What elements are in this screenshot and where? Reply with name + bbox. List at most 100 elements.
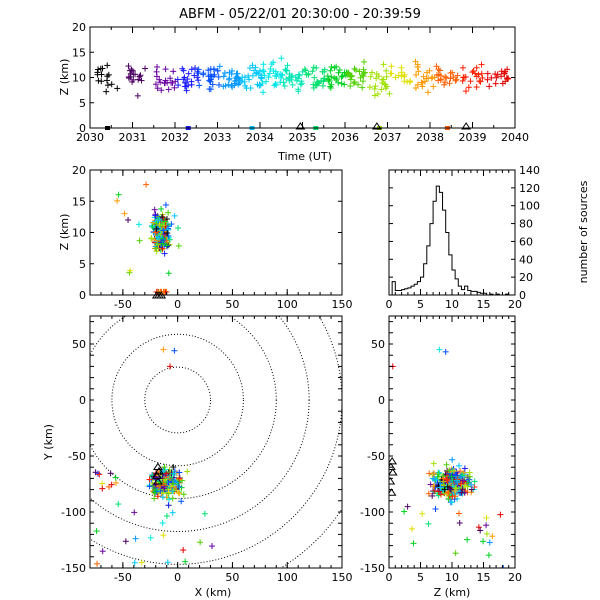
- source-mark: [155, 234, 162, 241]
- source-mark: [229, 83, 236, 90]
- source-mark: [383, 83, 390, 90]
- z-tick-label: 5: [417, 298, 424, 311]
- source-mark: [486, 83, 493, 90]
- y-tick-label: 50: [371, 338, 385, 351]
- count-tick-label: 60: [519, 235, 533, 248]
- source-mark: [454, 477, 461, 484]
- z-tick-label: 20: [508, 571, 522, 584]
- source-mark: [134, 92, 141, 99]
- source-mark: [205, 73, 212, 80]
- source-mark: [317, 77, 324, 84]
- source-mark: [347, 82, 354, 89]
- source-mark: [152, 486, 159, 493]
- outlier-mark: [436, 346, 443, 353]
- source-mark: [132, 535, 139, 542]
- x-tick-label: 50: [225, 298, 239, 311]
- source-mark: [335, 69, 342, 76]
- source-mark: [486, 539, 493, 546]
- source-mark: [336, 66, 343, 73]
- source-mark: [379, 76, 386, 83]
- source-mark: [142, 65, 149, 72]
- station-marker: [371, 122, 382, 130]
- source-mark: [161, 79, 168, 86]
- source-mark: [176, 490, 183, 497]
- station-marker: [152, 477, 163, 485]
- source-mark: [448, 486, 455, 493]
- source-mark: [493, 74, 500, 81]
- z-tick-label: 10: [72, 227, 86, 240]
- source-mark: [170, 68, 177, 75]
- source-mark: [259, 80, 266, 87]
- source-mark: [131, 509, 138, 516]
- z-tick-label: 10: [445, 571, 459, 584]
- source-mark: [319, 68, 326, 75]
- source-mark: [127, 73, 134, 80]
- source-mark: [121, 210, 128, 217]
- source-mark: [449, 456, 456, 463]
- source-mark: [335, 79, 342, 86]
- source-mark: [115, 501, 122, 508]
- source-mark: [95, 66, 102, 73]
- source-mark: [249, 62, 256, 69]
- source-mark: [99, 65, 106, 72]
- source-mark: [246, 76, 253, 83]
- source-mark: [468, 481, 475, 488]
- source-mark: [431, 487, 438, 494]
- source-mark: [383, 67, 390, 74]
- time-height-marks: [94, 55, 512, 130]
- source-mark: [185, 70, 192, 77]
- source-mark: [410, 540, 417, 547]
- source-mark: [146, 483, 153, 490]
- z-y-frame: [388, 315, 516, 569]
- source-mark: [479, 74, 486, 81]
- source-mark: [165, 502, 172, 509]
- source-mark: [448, 499, 455, 506]
- histogram-frame: [388, 169, 516, 296]
- source-mark: [170, 480, 177, 487]
- source-mark: [169, 509, 176, 516]
- count-tick-label: 0: [519, 289, 526, 302]
- source-mark: [178, 498, 185, 505]
- source-mark: [392, 74, 399, 81]
- source-mark: [96, 471, 103, 478]
- source-mark: [114, 85, 121, 92]
- source-mark: [261, 72, 268, 79]
- source-mark: [355, 81, 362, 88]
- source-mark: [459, 64, 466, 71]
- z-tick-label: 20: [72, 21, 86, 34]
- source-mark: [413, 71, 420, 78]
- station-marker: [152, 462, 163, 470]
- source-mark: [165, 86, 172, 93]
- source-mark: [160, 237, 167, 244]
- station-marker: [389, 468, 398, 476]
- source-mark: [437, 491, 444, 498]
- source-mark: [159, 213, 166, 220]
- x-tick-label: 50: [225, 571, 239, 584]
- source-mark: [171, 84, 178, 91]
- x-y-ticks: -50 0 50 100 150 -150 -100 -50 0 50: [61, 316, 353, 584]
- source-mark: [442, 73, 449, 80]
- source-mark: [489, 533, 496, 540]
- source-mark: [159, 240, 166, 247]
- y-tick-label: -150: [61, 562, 86, 575]
- source-mark: [153, 245, 160, 252]
- x-y-panel: -50 0 50 100 150 -150 -100 -50 0 50 X (km) Y (km): [42, 315, 353, 599]
- x-z-panel: -50 0 50 100 150 0 5 10 15 20 Z (km): [58, 164, 353, 311]
- histogram-step-line: [389, 185, 515, 296]
- source-mark: [360, 70, 367, 77]
- source-mark: [459, 477, 466, 484]
- source-mark: [352, 67, 359, 74]
- source-mark: [430, 460, 437, 467]
- z-tick-label: 20: [508, 298, 522, 311]
- source-mark: [280, 79, 287, 86]
- source-mark: [414, 81, 421, 88]
- source-mark: [398, 73, 405, 80]
- source-mark: [327, 84, 334, 91]
- source-mark: [404, 503, 411, 510]
- source-mark: [408, 525, 415, 532]
- source-mark: [434, 473, 441, 480]
- source-mark: [206, 86, 213, 93]
- source-mark: [348, 72, 355, 79]
- histogram-marks: [389, 185, 515, 296]
